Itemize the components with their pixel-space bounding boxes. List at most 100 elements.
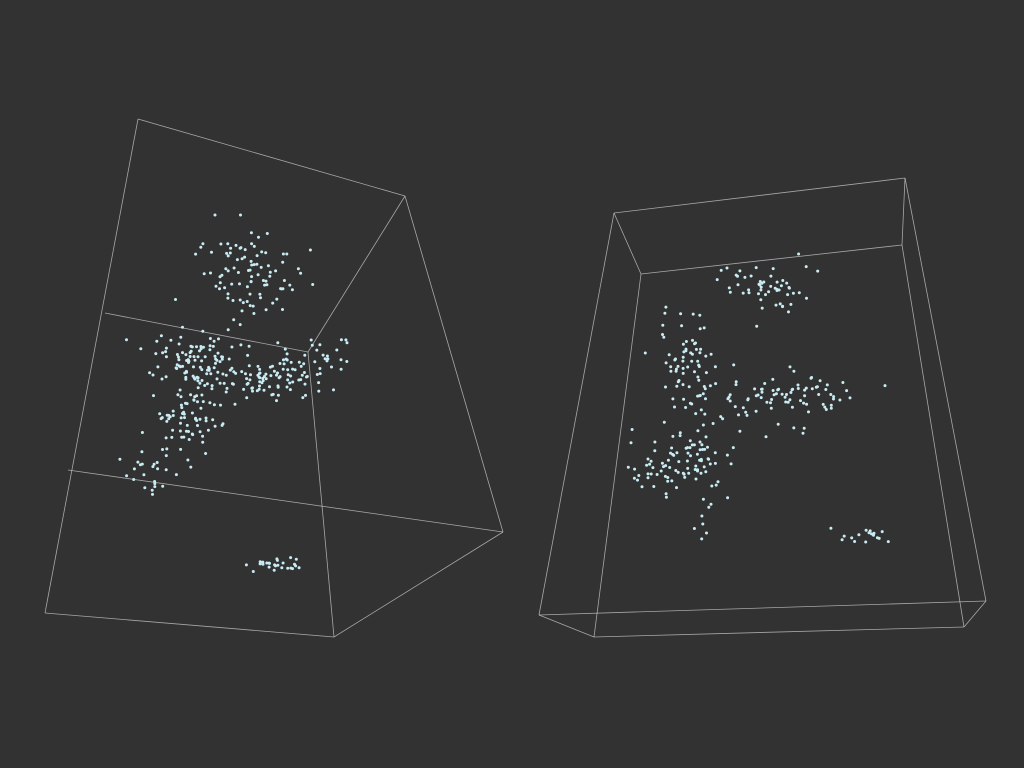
right-box-edge	[904, 177, 987, 602]
point	[160, 416, 164, 420]
point	[244, 372, 247, 376]
point	[293, 368, 297, 372]
point	[668, 466, 672, 469]
point	[151, 373, 155, 377]
point	[286, 378, 290, 382]
point	[268, 270, 272, 274]
left-box-edge	[104, 312, 309, 353]
point	[282, 358, 285, 362]
point	[271, 301, 275, 305]
point	[212, 403, 216, 407]
point	[238, 282, 241, 286]
point	[245, 377, 249, 381]
point	[769, 274, 773, 278]
point	[318, 372, 322, 376]
point	[243, 255, 247, 259]
point	[673, 405, 676, 409]
point	[262, 388, 266, 392]
point	[202, 272, 206, 276]
point	[285, 252, 289, 256]
point	[290, 288, 294, 292]
left-box-edge	[333, 531, 504, 638]
point	[674, 367, 678, 371]
point	[759, 285, 763, 289]
point	[786, 400, 790, 404]
point	[758, 283, 762, 287]
point	[774, 303, 778, 307]
point	[151, 492, 154, 496]
point	[695, 452, 699, 456]
point	[716, 480, 720, 484]
point	[230, 282, 234, 286]
point	[220, 355, 224, 359]
point	[125, 474, 129, 478]
point	[208, 348, 212, 352]
point	[155, 339, 159, 343]
point	[178, 429, 182, 433]
right-box-edge	[613, 212, 642, 275]
point	[252, 263, 256, 267]
point	[195, 375, 199, 379]
point	[670, 479, 674, 483]
point	[281, 367, 285, 371]
point	[179, 395, 183, 399]
point	[248, 292, 252, 296]
point	[672, 453, 676, 457]
point	[764, 435, 768, 439]
point	[318, 367, 322, 370]
point	[269, 374, 273, 378]
point	[746, 398, 750, 402]
point	[725, 266, 729, 270]
point	[226, 269, 230, 273]
point	[643, 351, 647, 355]
point	[670, 446, 674, 450]
point	[678, 431, 682, 435]
point	[249, 373, 252, 377]
point	[696, 429, 700, 433]
point	[148, 371, 152, 375]
point	[763, 382, 767, 385]
point	[805, 296, 808, 300]
point	[864, 540, 868, 544]
point	[248, 378, 252, 382]
point	[281, 561, 285, 565]
point	[218, 281, 222, 285]
point	[705, 531, 708, 535]
point	[339, 367, 343, 371]
point	[206, 428, 210, 432]
point	[190, 432, 194, 436]
point	[684, 349, 688, 353]
point	[777, 288, 781, 292]
point	[698, 394, 701, 398]
point	[736, 283, 740, 287]
right-box-edge	[593, 626, 965, 638]
point	[711, 422, 715, 425]
point	[805, 402, 809, 406]
point	[829, 526, 833, 530]
point	[192, 365, 195, 369]
point	[690, 359, 694, 363]
point	[194, 416, 198, 420]
point	[780, 392, 784, 396]
point	[744, 410, 748, 414]
point	[276, 393, 280, 397]
right-box-edge	[593, 273, 642, 638]
point	[278, 362, 282, 365]
point	[276, 371, 279, 375]
point	[696, 469, 699, 473]
point	[660, 461, 664, 465]
point	[781, 279, 785, 282]
left-box-edge	[44, 612, 335, 638]
point	[170, 435, 174, 439]
point	[299, 378, 303, 382]
point	[796, 383, 800, 387]
point	[734, 383, 738, 387]
point	[176, 355, 180, 359]
point	[661, 333, 664, 336]
point	[797, 252, 801, 256]
point	[240, 309, 244, 313]
point	[208, 401, 212, 405]
point	[209, 271, 212, 275]
point	[242, 387, 246, 391]
